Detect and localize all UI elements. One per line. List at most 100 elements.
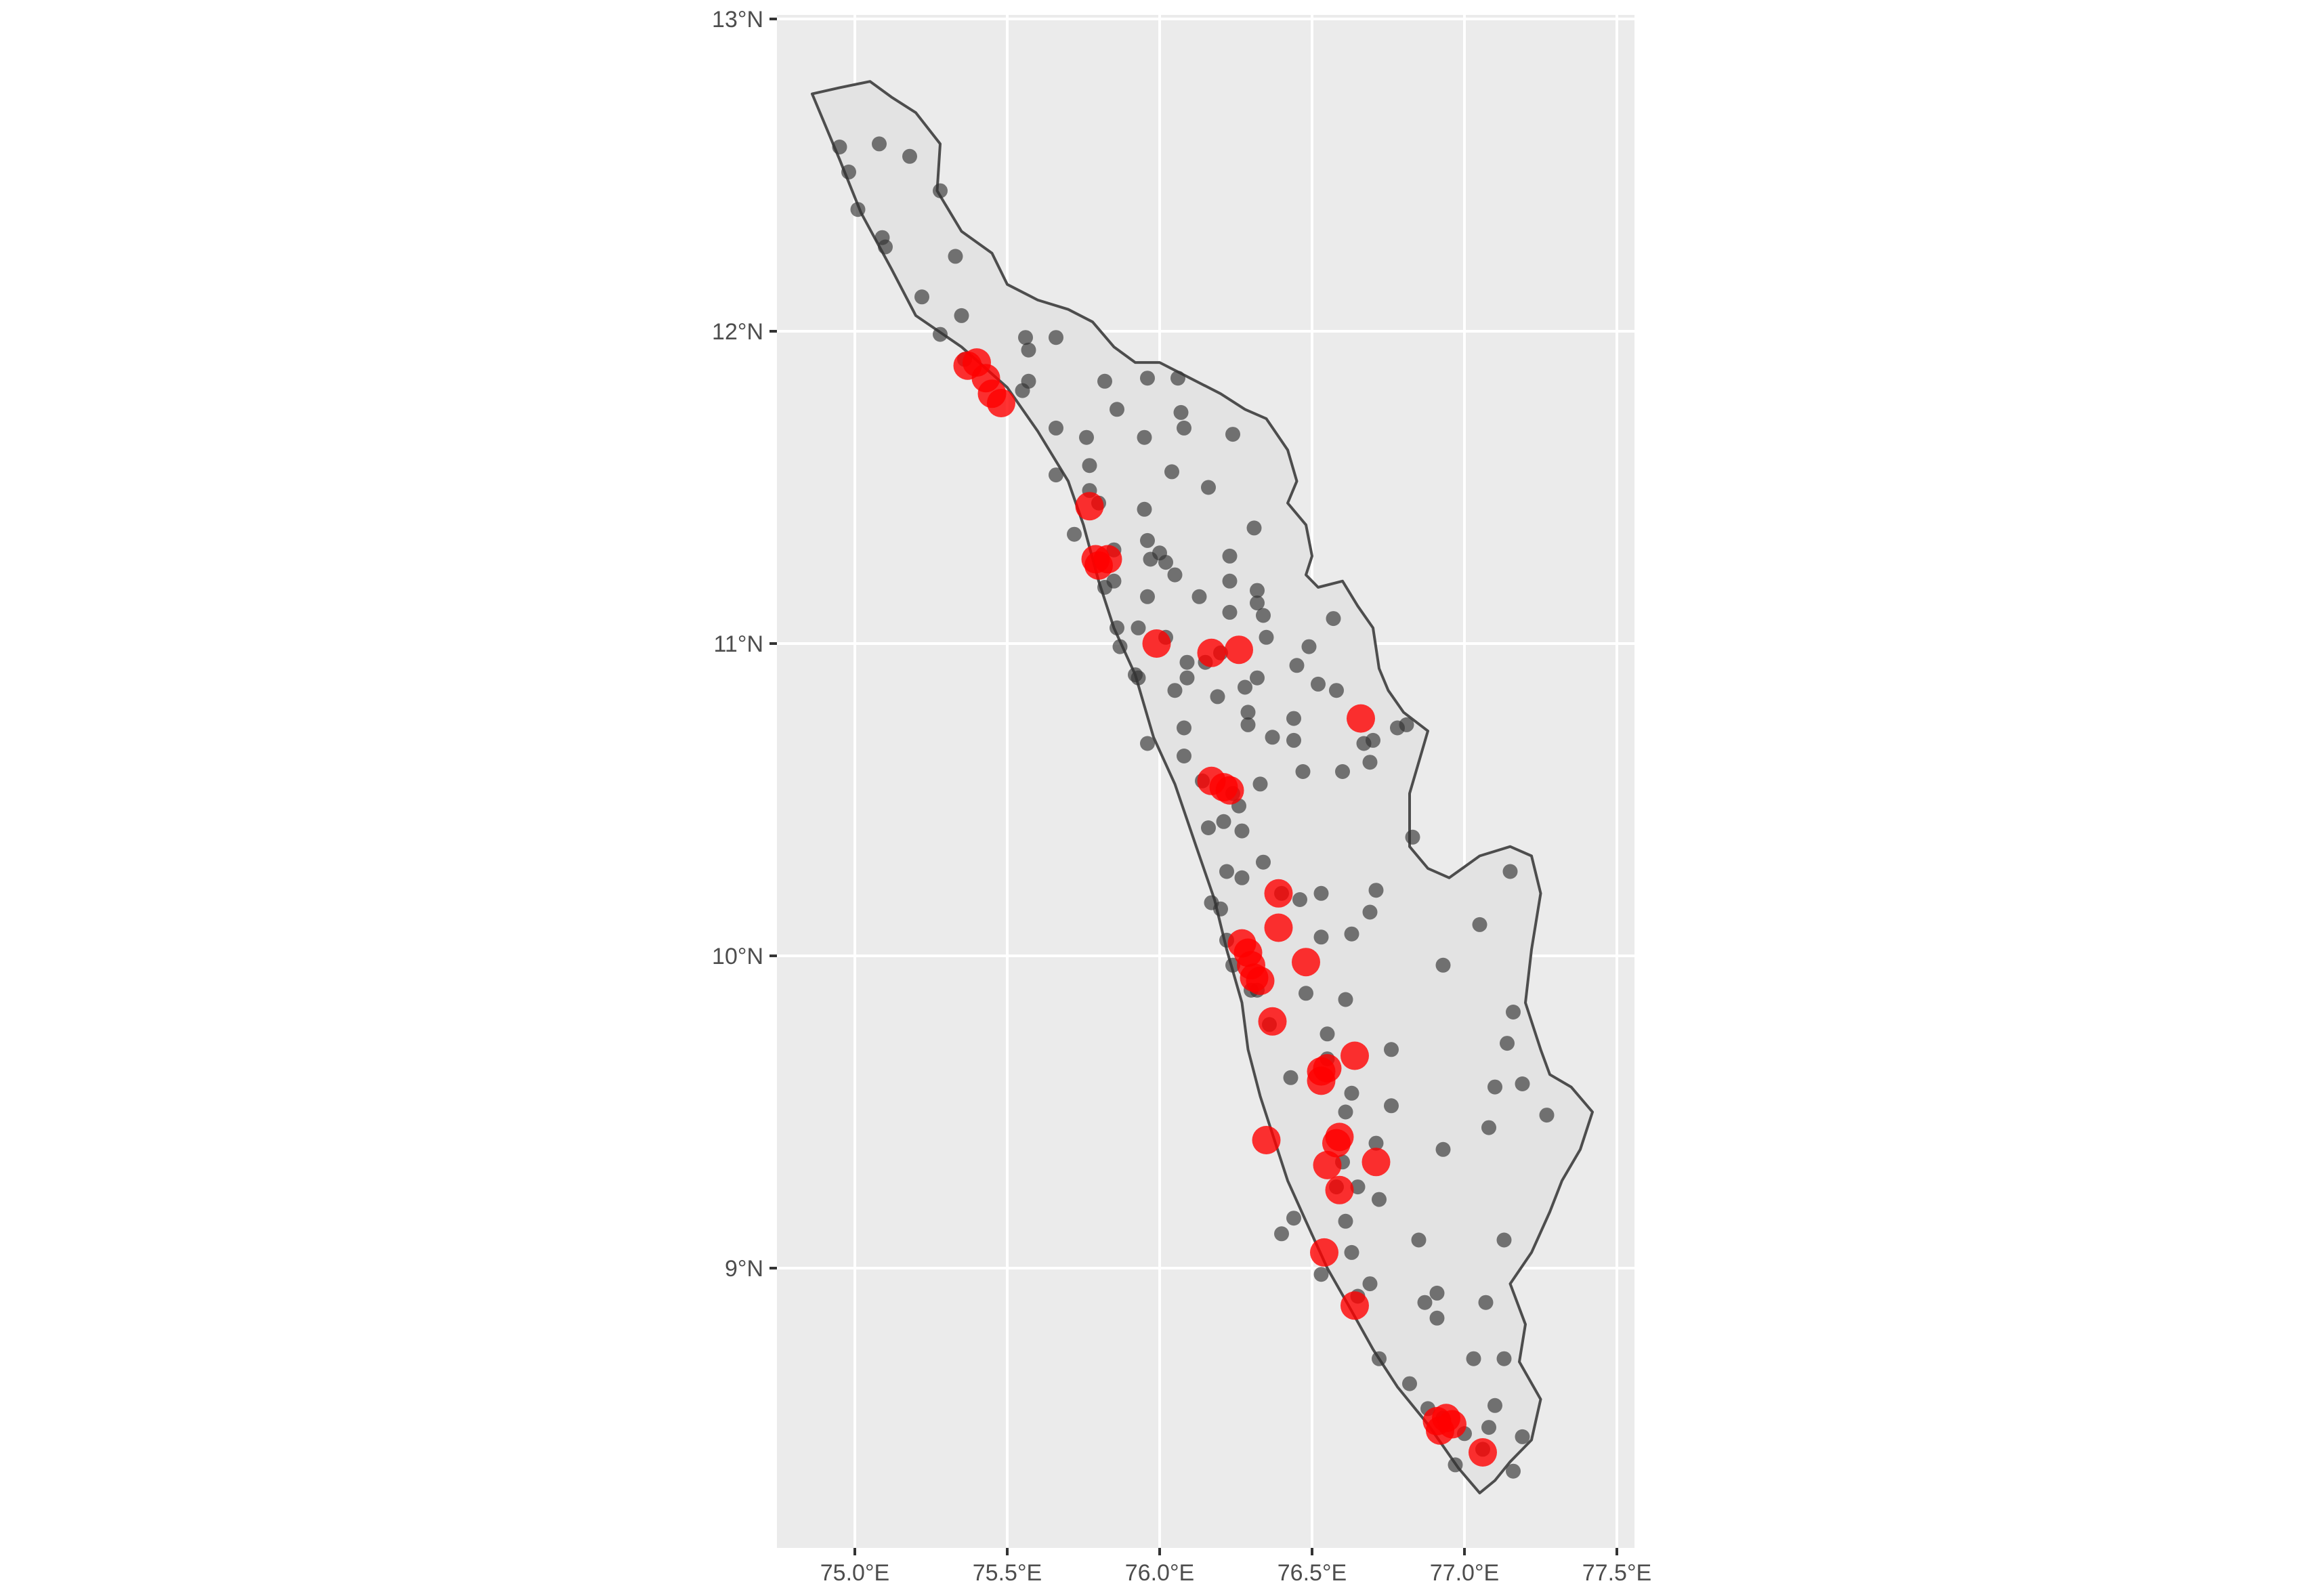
gray-point-45 [1250,583,1265,598]
gray-point-layer [832,136,1555,1479]
gray-point-159 [1506,1463,1521,1479]
gray-point-6 [948,249,963,264]
gray-point-134 [1338,1213,1353,1229]
x-tick-label-3: 76.5°E [1278,1560,1347,1586]
gray-point-4 [902,148,917,164]
gray-point-44 [1222,573,1238,589]
gray-point-9 [914,289,929,305]
gray-point-107 [1313,929,1329,945]
red-point-15 [1215,776,1244,805]
red-point-32 [1313,1150,1342,1179]
gray-point-14 [1018,330,1033,345]
x-tick-label-4: 77.0°E [1430,1560,1499,1586]
gray-point-147 [1429,1285,1445,1301]
gray-point-83 [1167,683,1183,698]
gray-point-148 [1429,1310,1445,1326]
gray-point-126 [1500,1036,1515,1051]
gray-point-96 [1219,864,1234,879]
x-tick-label-5: 77.5°E [1582,1560,1651,1586]
gray-point-39 [1143,551,1158,567]
gray-point-40 [1158,555,1173,570]
y-tick-label-2: 11°N [714,631,763,657]
gray-point-97 [1405,829,1420,845]
gray-point-37 [1140,532,1155,548]
gray-point-86 [1140,736,1155,751]
gray-point-119 [1344,1085,1359,1101]
gray-point-26 [1177,420,1191,436]
gray-point-65 [1289,658,1305,673]
gray-point-116 [1283,1070,1299,1085]
red-point-9 [1142,629,1171,658]
gray-point-49 [1140,589,1155,604]
gray-point-79 [1362,755,1378,770]
red-point-29 [1252,1126,1281,1154]
gray-point-123 [1472,917,1487,932]
gray-point-29 [1201,480,1216,495]
gray-point-120 [1384,1042,1399,1057]
gray-point-85 [1177,720,1191,736]
red-point-16 [1264,879,1293,908]
gray-point-43 [1222,548,1238,564]
gray-point-151 [1496,1351,1512,1366]
gray-point-136 [1372,1192,1387,1207]
gray-point-150 [1466,1351,1481,1366]
red-point-4 [987,389,1015,417]
gray-point-140 [1313,1267,1329,1282]
gray-point-129 [1539,1108,1555,1123]
red-point-17 [1264,913,1293,942]
gray-point-66 [1301,639,1317,654]
red-point-22 [1246,966,1275,995]
gridlines [777,15,1634,1548]
gray-point-161 [1448,1457,1463,1473]
gray-point-21 [1140,371,1155,386]
gray-point-22 [1170,371,1185,386]
gray-point-72 [1265,730,1280,745]
gray-point-113 [1338,992,1353,1007]
red-point-27 [1307,1066,1336,1095]
gray-point-74 [1240,705,1256,720]
gray-point-71 [1286,711,1301,726]
gray-point-149 [1478,1295,1494,1310]
gray-point-160 [1515,1429,1530,1444]
gray-point-2 [850,202,866,217]
red-point-41 [1469,1438,1497,1467]
y-tick-label-4: 13°N [712,7,763,33]
gray-point-19 [1079,429,1094,445]
gray-point-157 [1487,1398,1502,1413]
gray-point-100 [1213,901,1228,917]
gray-point-127 [1515,1076,1530,1091]
gray-point-32 [1067,526,1082,542]
red-point-8 [1093,545,1122,574]
gray-point-103 [1313,885,1329,901]
x-axis: 75.0°E 75.5°E 76.0°E 76.5°E 77.0°E 77.5°E [820,1548,1651,1586]
gray-point-52 [1106,573,1122,589]
x-tick-label-0: 75.0°E [820,1560,889,1586]
red-point-34 [1325,1175,1354,1204]
gray-point-69 [1311,676,1326,692]
gray-point-76 [1295,764,1311,779]
gray-point-118 [1338,1104,1353,1120]
gray-point-30 [1049,467,1063,483]
gray-point-144 [1411,1232,1427,1248]
gray-point-158 [1481,1420,1496,1435]
gray-point-153 [1402,1376,1417,1391]
gray-point-139 [1274,1226,1289,1242]
gray-point-27 [1225,427,1240,442]
gray-point-5 [933,183,948,198]
gray-point-28 [1164,464,1179,480]
y-tick-label-1: 10°N [712,944,763,969]
gray-point-90 [1252,776,1268,792]
gray-point-3 [872,136,887,152]
gray-point-73 [1286,732,1301,748]
gray-point-35 [1137,501,1152,517]
gray-point-138 [1286,1211,1301,1226]
gray-point-102 [1292,892,1307,907]
red-point-24 [1258,1007,1287,1036]
red-point-31 [1325,1122,1354,1152]
gray-point-68 [1326,611,1341,627]
gray-point-77 [1335,764,1350,779]
gray-point-82 [1399,717,1414,732]
gray-point-80 [1366,732,1380,748]
gray-point-70 [1329,683,1344,698]
